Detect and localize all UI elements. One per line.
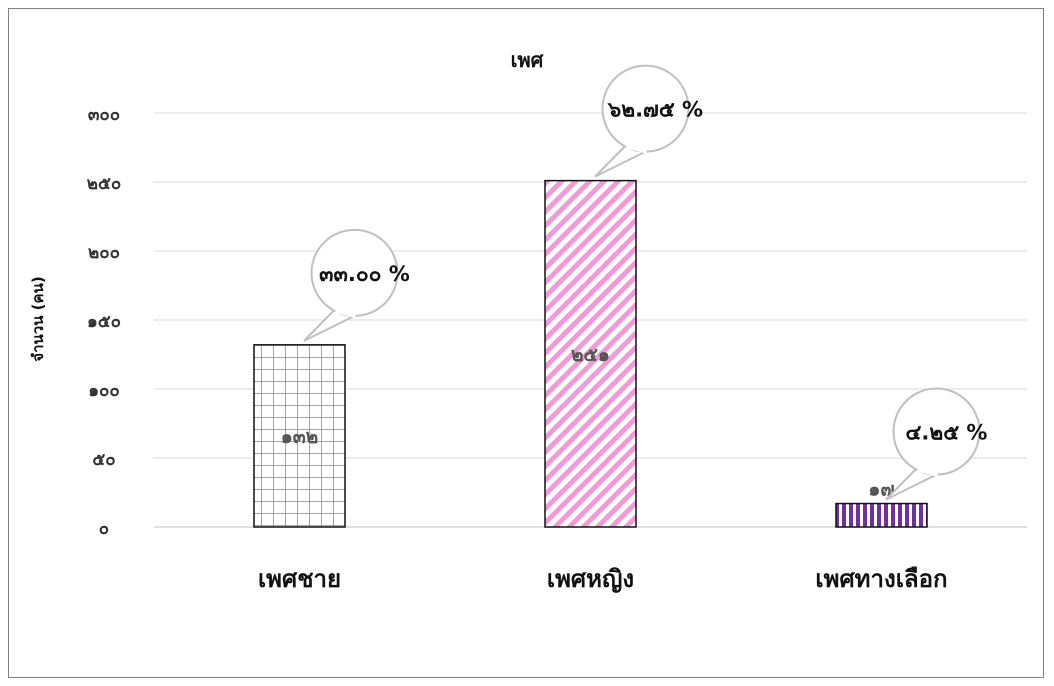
y-tick-label: ๒๐๐ [88, 243, 120, 263]
y-axis-ticks: ๐ ๕๐ ๑๐๐ ๑๕๐ ๒๐๐ ๒๕๐ ๓๐๐ [87, 105, 121, 539]
y-tick-label: ๐ [99, 519, 109, 539]
bar-chart: เพศ จำนวน (คน) ๐ ๕๐ ๑๐๐ ๑๕๐ ๒๐๐ ๒๕๐ ๓๐๐ ๑๓๒ ๒๕๑… [29, 48, 1027, 593]
callout-1: ๓๓.๐๐ % [303, 228, 410, 342]
y-tick-label: ๓๐๐ [88, 105, 120, 125]
callout-join [626, 144, 647, 154]
chart-title: เพศ [511, 48, 545, 72]
x-category-label: เพศทางเลือก [815, 565, 947, 593]
bar-3 [835, 502, 928, 528]
y-tick-label: ๑๐๐ [88, 381, 120, 401]
chart-frame: เพศ จำนวน (คน) ๐ ๕๐ ๑๐๐ ๑๕๐ ๒๐๐ ๒๕๐ ๓๐๐ ๑๓๒ ๒๕๑… [8, 8, 1044, 678]
y-axis-label: จำนวน (คน) [29, 276, 47, 361]
percent-label: ๔.๒๕ % [906, 421, 988, 445]
bar-1 [253, 344, 346, 528]
percent-callouts: ๓๓.๐๐ % ๖๒.๗๕ % ๔.๒๕ % [303, 64, 988, 501]
value-label: ๒๕๑ [571, 344, 610, 366]
callout-join [335, 308, 356, 318]
percent-label: ๓๓.๐๐ % [319, 262, 410, 286]
callout-3: ๔.๒๕ % [885, 387, 988, 501]
value-label: ๑๓๒ [281, 426, 319, 448]
x-category-label: เพศหญิง [547, 565, 634, 593]
callout-2: ๖๒.๗๕ % [594, 64, 703, 178]
x-axis-categories: เพศชาย เพศหญิง เพศทางเลือก [258, 565, 948, 593]
y-tick-label: ๑๕๐ [87, 312, 121, 332]
callout-join [917, 467, 938, 477]
bar-2 [544, 179, 637, 528]
value-label: ๑๗ [868, 479, 894, 501]
y-tick-label: ๕๐ [92, 450, 115, 470]
percent-label: ๖๒.๗๕ % [607, 98, 703, 122]
y-tick-label: ๒๕๐ [87, 174, 121, 194]
x-category-label: เพศชาย [258, 565, 341, 593]
bars [253, 179, 928, 528]
